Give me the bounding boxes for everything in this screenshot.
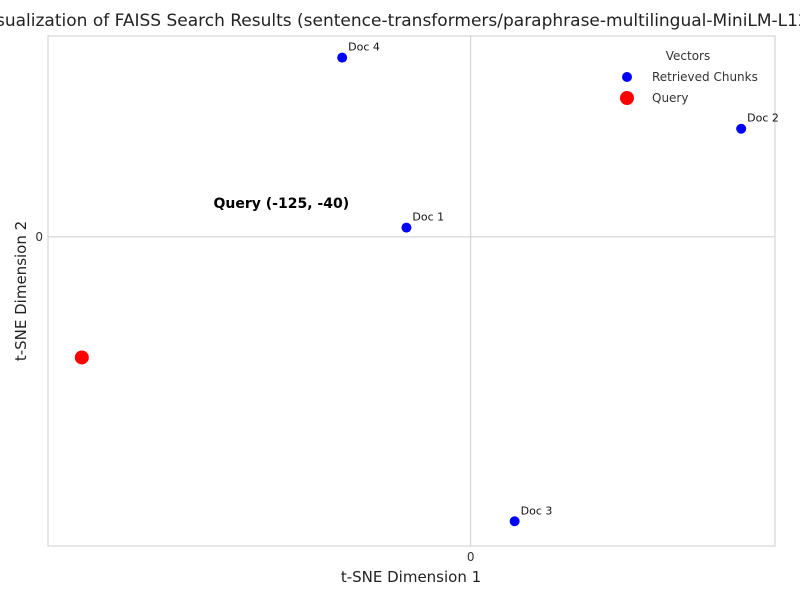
point-labels: Doc 1 Doc 2 Doc 3 Doc 4 [348, 41, 779, 518]
plot-area [47, 35, 776, 547]
legend-entry-label: Retrieved Chunks [652, 70, 758, 84]
data-points [74, 52, 747, 527]
doc-point-label: Doc 3 [521, 504, 553, 517]
doc-point-label: Doc 1 [412, 211, 444, 224]
query-annotation: Query (-125, -40) [214, 196, 350, 212]
x-tick-label: 0 [467, 550, 475, 564]
y-axis-label: t-SNE Dimension 2 [12, 221, 30, 361]
grid [48, 36, 775, 546]
legend-chunk-marker [622, 72, 632, 82]
doc-point [736, 123, 747, 134]
doc-point-label: Doc 2 [747, 112, 779, 125]
y-tick-label: 0 [35, 230, 43, 244]
annotations: Query (-125, -40) [214, 196, 350, 212]
legend-query-marker [620, 91, 634, 105]
legend-title: Vectors [666, 49, 711, 63]
doc-point [401, 222, 412, 233]
chart-title: Visualization of FAISS Search Results (s… [0, 11, 800, 31]
doc-point [509, 516, 520, 527]
tick-labels: 00 [35, 230, 474, 564]
legend: Vectors Retrieved Chunks Query [620, 49, 758, 105]
x-axis-label: t-SNE Dimension 1 [341, 568, 481, 586]
legend-entry-label: Query [652, 91, 688, 105]
query-point [74, 350, 89, 365]
doc-point [337, 52, 348, 63]
doc-point-label: Doc 4 [348, 41, 380, 54]
